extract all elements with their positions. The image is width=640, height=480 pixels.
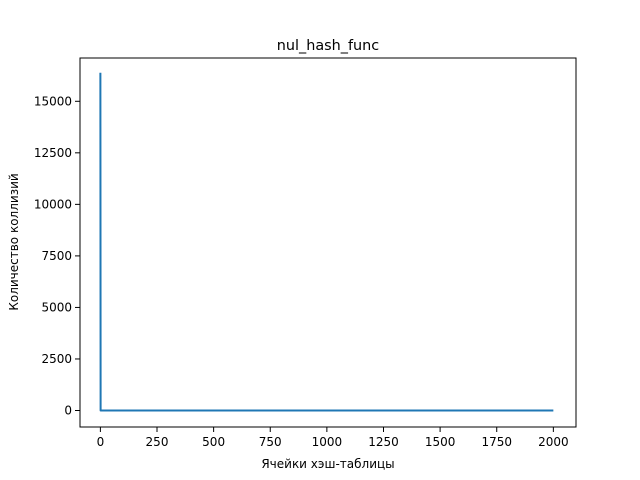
y-tick-label: 0 bbox=[64, 404, 72, 418]
x-tick-label: 500 bbox=[202, 435, 225, 449]
x-tick-label: 0 bbox=[97, 435, 105, 449]
y-tick-label: 2500 bbox=[41, 352, 72, 366]
x-tick-label: 750 bbox=[259, 435, 282, 449]
y-tick-label: 10000 bbox=[34, 197, 72, 211]
y-tick-label: 5000 bbox=[41, 300, 72, 314]
series-line-0 bbox=[99, 72, 554, 412]
axes-frame bbox=[79, 57, 577, 428]
x-tick-label: 2000 bbox=[538, 435, 569, 449]
x-tick-label: 1250 bbox=[368, 435, 399, 449]
series-layer bbox=[99, 72, 554, 412]
x-tick-label: 1750 bbox=[481, 435, 512, 449]
y-tick-label: 15000 bbox=[34, 94, 72, 108]
x-axis-ticks: 0 250 500 750 1000 1250 1500 1750 2000 bbox=[97, 427, 569, 449]
plot-area bbox=[80, 58, 576, 427]
y-tick-label: 7500 bbox=[41, 249, 72, 263]
x-axis-label: Ячейки хэш-таблицы bbox=[261, 457, 394, 471]
y-axis-ticks: 0 2500 5000 7500 10000 12500 15000 bbox=[34, 94, 80, 418]
y-axis-label: Количество коллизий bbox=[7, 173, 21, 310]
x-tick-label: 1000 bbox=[312, 435, 343, 449]
x-tick-label: 1500 bbox=[425, 435, 456, 449]
y-tick-label: 12500 bbox=[34, 146, 72, 160]
x-tick-label: 250 bbox=[146, 435, 169, 449]
chart-title: nul_hash_func bbox=[277, 38, 379, 54]
